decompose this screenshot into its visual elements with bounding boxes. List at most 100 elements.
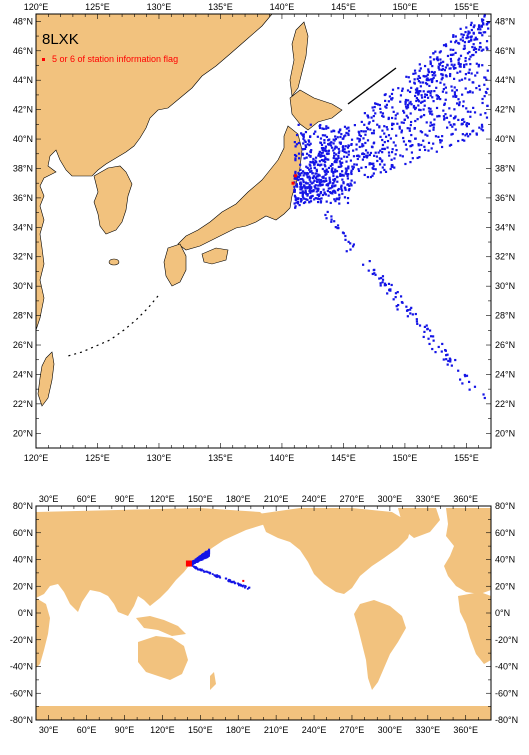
lat-label-right: 24°N (495, 369, 515, 379)
station-point (202, 569, 205, 572)
station-point (355, 143, 358, 146)
station-point (309, 200, 313, 203)
station-point (408, 139, 411, 143)
station-point (410, 151, 414, 154)
station-point (444, 349, 447, 352)
station-point (233, 582, 236, 585)
station-point (321, 127, 324, 130)
station-point (454, 358, 457, 362)
korea (93, 165, 133, 235)
station-point (411, 157, 414, 160)
station-point (334, 145, 337, 148)
lon-label-bottom: 150°E (188, 725, 213, 735)
station-point (320, 163, 323, 166)
station-point (323, 154, 326, 157)
station-point (379, 284, 382, 287)
station-point (471, 130, 474, 133)
station-point (393, 157, 396, 160)
station-point (417, 104, 420, 107)
station-point (301, 177, 304, 181)
station-point (310, 170, 313, 173)
station-point (373, 268, 376, 271)
station-point (293, 185, 296, 188)
station-point (470, 35, 473, 38)
station-point (333, 178, 336, 181)
sakhalin (289, 21, 309, 97)
station-point (312, 157, 315, 161)
station-point (309, 150, 312, 153)
station-point (199, 558, 202, 561)
station-point (308, 190, 311, 193)
lat-label-right: 40°N (495, 134, 515, 144)
station-point (458, 101, 461, 104)
station-point (336, 226, 339, 230)
station-point (304, 140, 307, 144)
station-point (458, 79, 461, 82)
station-point (339, 174, 342, 177)
station-point (341, 161, 344, 164)
station-point (386, 292, 389, 295)
station-point (335, 198, 338, 201)
station-point (338, 202, 341, 205)
station-point (309, 123, 312, 126)
station-point (437, 65, 440, 68)
station-point (435, 150, 438, 153)
station-point (372, 167, 375, 170)
station-point (466, 122, 469, 125)
station-point (457, 42, 461, 45)
station-point (323, 139, 326, 142)
station-point (482, 31, 485, 34)
station-point (472, 43, 475, 46)
station-point (478, 45, 482, 49)
station-point (411, 313, 414, 316)
lat-label-right: 26°N (495, 340, 515, 350)
lat-label-left: 60°N (13, 528, 33, 538)
station-point (483, 15, 486, 18)
station-point (402, 121, 405, 124)
station-point (329, 144, 333, 147)
lon-label-top: 135°E (208, 2, 233, 12)
station-point (339, 141, 342, 144)
station-point (205, 570, 208, 573)
station-point (408, 90, 412, 94)
station-point (373, 154, 376, 157)
station-point (405, 305, 408, 308)
lat-label-left: -80°N (10, 715, 33, 725)
station-point (423, 325, 426, 329)
station-point (321, 148, 324, 152)
station-point (327, 143, 330, 146)
station-point (338, 196, 341, 199)
station-point (405, 309, 409, 312)
station-point (432, 58, 436, 61)
station-point (327, 139, 330, 142)
station-point (299, 181, 302, 184)
station-point (457, 139, 460, 143)
station-point (361, 158, 365, 161)
station-point (453, 63, 456, 66)
station-point (322, 146, 325, 150)
station-point (474, 38, 477, 41)
station-point (301, 148, 304, 151)
station-point (347, 133, 350, 137)
station-point (319, 181, 322, 184)
station-point (465, 26, 468, 29)
station-point (487, 27, 490, 30)
station-point (445, 116, 449, 119)
station-point (405, 148, 408, 151)
station-point (480, 123, 484, 126)
station-point (330, 130, 333, 133)
lat-label-right: 42°N (495, 105, 515, 115)
station-point (385, 126, 388, 129)
station-point (474, 47, 478, 51)
station-point (441, 68, 445, 71)
station-point (207, 553, 210, 556)
station-point (205, 551, 208, 554)
station-point (451, 132, 454, 136)
station-point (313, 198, 316, 201)
lon-label-top: 180°E (226, 494, 251, 504)
station-point (419, 81, 422, 84)
station-point (333, 139, 336, 142)
station-point (465, 374, 469, 377)
station-point (461, 118, 464, 121)
station-point (309, 187, 313, 190)
